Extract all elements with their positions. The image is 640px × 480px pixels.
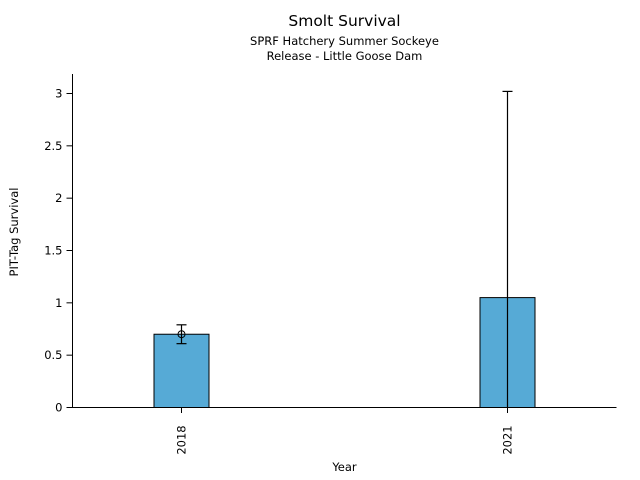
x-axis-title: Year bbox=[331, 460, 357, 474]
chart-title: Smolt Survival bbox=[288, 12, 401, 30]
y-tick-label: 3 bbox=[55, 87, 62, 101]
y-axis-title: PIT-Tag Survival bbox=[7, 188, 21, 277]
y-tick-label: 0 bbox=[55, 401, 62, 415]
y-tick-label: 2.5 bbox=[44, 139, 62, 153]
y-tick-label: 0.5 bbox=[44, 348, 62, 362]
y-tick-label: 1 bbox=[55, 296, 62, 310]
y-tick-label: 2 bbox=[55, 191, 62, 205]
bar-2018 bbox=[153, 333, 210, 409]
x-tick-label-2021: 2021 bbox=[501, 425, 515, 454]
y-tick-label: 1.5 bbox=[44, 244, 62, 258]
title-block: Smolt Survival SPRF Hatchery Summer Sock… bbox=[72, 12, 617, 63]
chart-subtitle-line1: SPRF Hatchery Summer Sockeye bbox=[250, 34, 439, 49]
x-tick-label-2018: 2018 bbox=[175, 425, 189, 454]
chart-subtitle-line2: Release - Little Goose Dam bbox=[266, 48, 423, 63]
point-marker-2018 bbox=[177, 330, 186, 339]
